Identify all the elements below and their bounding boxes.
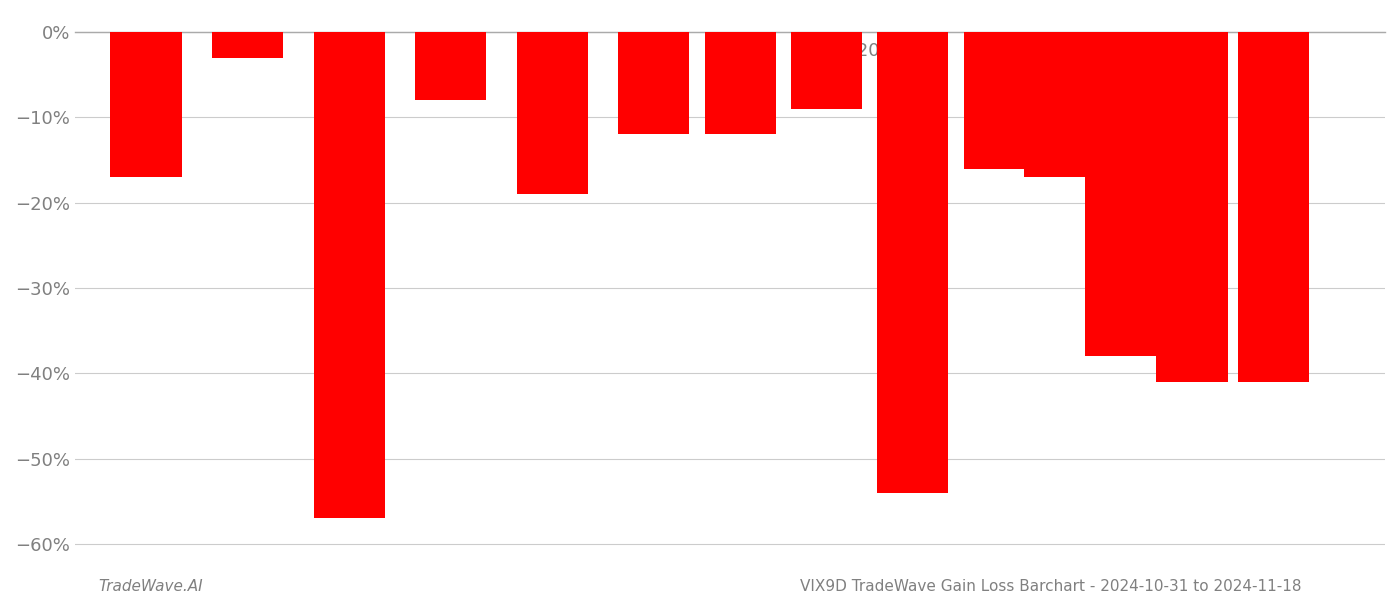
Text: VIX9D TradeWave Gain Loss Barchart - 2024-10-31 to 2024-11-18: VIX9D TradeWave Gain Loss Barchart - 202… (801, 579, 1302, 594)
Bar (878, 32, 948, 493)
Bar (211, 32, 283, 58)
Bar (1025, 32, 1096, 177)
Bar (314, 32, 385, 518)
Bar (963, 32, 1035, 169)
Bar (1156, 32, 1228, 382)
Bar (704, 32, 776, 134)
Bar (517, 32, 588, 194)
Bar (791, 32, 862, 109)
Bar (414, 32, 486, 100)
Text: TradeWave.AI: TradeWave.AI (98, 579, 203, 594)
Bar (619, 32, 689, 134)
Bar (1085, 32, 1156, 356)
Bar (1238, 32, 1309, 382)
Bar (111, 32, 182, 177)
